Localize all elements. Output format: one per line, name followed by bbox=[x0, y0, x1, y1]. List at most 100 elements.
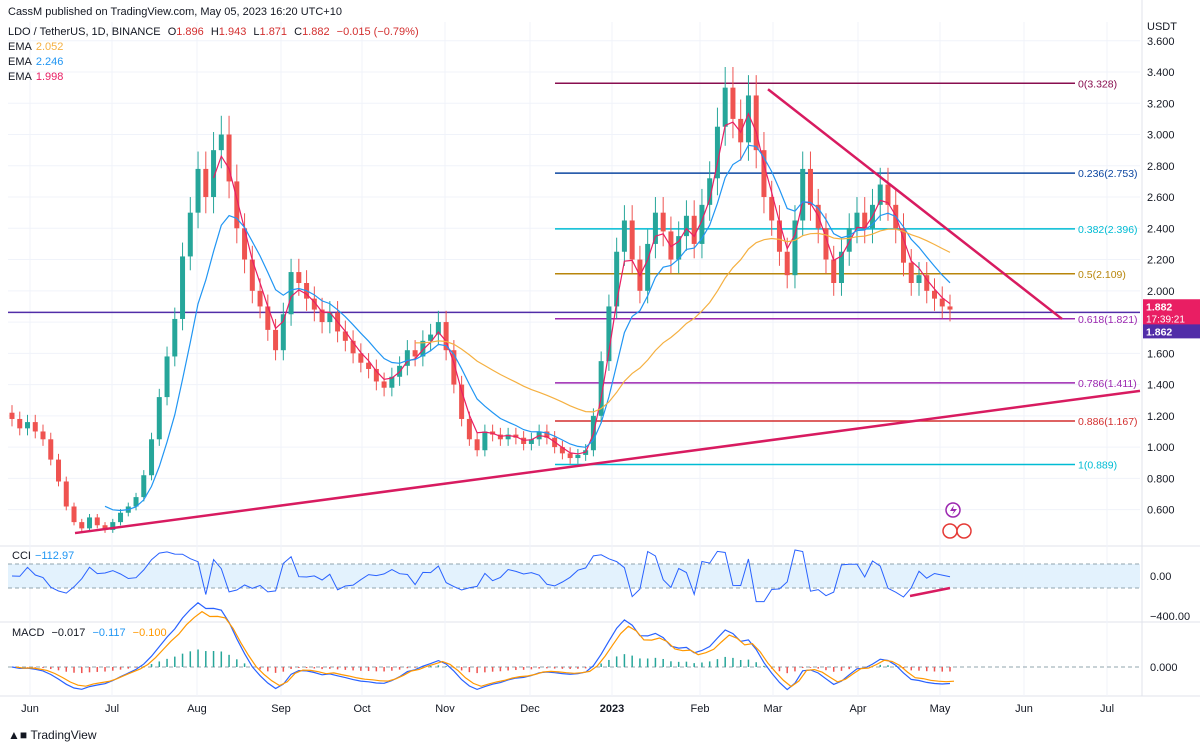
candle-body bbox=[118, 512, 124, 523]
candle-body bbox=[25, 422, 31, 429]
candle-body bbox=[466, 418, 472, 440]
candle-body bbox=[676, 236, 682, 260]
candle-body bbox=[567, 453, 573, 459]
cci-tick-label: −400.00 bbox=[1150, 611, 1190, 623]
candle-body bbox=[738, 118, 744, 143]
candle-body bbox=[598, 361, 604, 416]
candle-body bbox=[156, 397, 162, 440]
candle-body bbox=[900, 228, 906, 263]
ohlc-high-key: H bbox=[210, 26, 219, 38]
x-tick-label: Aug bbox=[187, 703, 207, 715]
ema-legend-2[interactable]: EMA 2.246 bbox=[8, 56, 67, 68]
candle-body bbox=[947, 306, 953, 310]
price-tag bbox=[1143, 324, 1200, 339]
candle-body bbox=[56, 459, 62, 482]
macd-signal-line bbox=[15, 610, 955, 688]
y-tick-label: 0.600 bbox=[1147, 505, 1175, 517]
candle-body bbox=[660, 212, 666, 232]
candle-body bbox=[854, 212, 860, 229]
candle-body bbox=[761, 150, 767, 198]
y-tick-label: 1.000 bbox=[1147, 442, 1175, 454]
fib-level-label: 0.236(2.753) bbox=[1078, 168, 1138, 180]
tv-logo-icon: ▲■ bbox=[8, 728, 28, 742]
ohlc-close-key: C bbox=[294, 26, 303, 38]
candle-body bbox=[862, 212, 868, 229]
ohlc-low-key: L bbox=[253, 26, 260, 38]
ema-label: EMA bbox=[8, 71, 32, 83]
candle-body bbox=[87, 517, 93, 529]
cci-legend[interactable]: CCI −112.97 bbox=[12, 550, 78, 562]
ema-legend-1[interactable]: EMA 2.052 bbox=[8, 41, 67, 53]
candle-body bbox=[730, 87, 736, 119]
macd-legend[interactable]: MACD −0.017 −0.117 −0.100 bbox=[12, 627, 171, 639]
fib-level-label: 1(0.889) bbox=[1078, 459, 1117, 471]
ohlc-change: −0.015 (−0.79%) bbox=[336, 26, 419, 38]
tradingview-logo[interactable]: ▲■ TradingView bbox=[8, 728, 97, 742]
candle-body bbox=[257, 290, 263, 307]
candle-body bbox=[908, 262, 914, 283]
ema-line bbox=[104, 144, 951, 512]
x-tick-label: Jul bbox=[1100, 703, 1114, 715]
descending-trendline bbox=[767, 88, 1063, 320]
ohlc-high: 1.943 bbox=[218, 26, 247, 38]
ema-label: EMA bbox=[8, 56, 32, 68]
candle-body bbox=[621, 220, 627, 252]
price-tag bbox=[1143, 299, 1200, 326]
ema-value: 2.052 bbox=[35, 41, 64, 53]
candle-body bbox=[745, 95, 751, 143]
candle-body bbox=[428, 334, 434, 341]
publish-info: CassM published on TradingView.com, May … bbox=[8, 6, 342, 18]
candle-body bbox=[373, 368, 379, 382]
y-tick-label: 0.800 bbox=[1147, 473, 1175, 485]
y-tick-label: 2.200 bbox=[1147, 255, 1175, 267]
candle-body bbox=[288, 272, 294, 315]
x-tick-label: Jun bbox=[1015, 703, 1033, 715]
ema-legend-3[interactable]: EMA 1.998 bbox=[8, 71, 67, 83]
macd-tick-label: 0.000 bbox=[1150, 662, 1178, 674]
candle-body bbox=[691, 215, 697, 244]
macd-value-hist: −0.017 bbox=[51, 627, 86, 639]
y-tick-label: 1.400 bbox=[1147, 380, 1175, 392]
candle-body bbox=[71, 506, 77, 523]
candle-body bbox=[17, 418, 23, 429]
y-tick-label: 3.400 bbox=[1147, 67, 1175, 79]
ema-line bbox=[415, 228, 951, 413]
cci-label: CCI bbox=[12, 550, 31, 562]
y-tick-label: 3.000 bbox=[1147, 130, 1175, 142]
candle-body bbox=[939, 298, 945, 307]
y-tick-label: 1.200 bbox=[1147, 411, 1175, 423]
x-tick-label: Apr bbox=[849, 703, 866, 715]
candle-body bbox=[164, 356, 170, 398]
candle-body bbox=[792, 220, 798, 276]
flag-icon bbox=[942, 523, 958, 539]
candle-body bbox=[931, 290, 937, 299]
y-tick-label: 2.000 bbox=[1147, 286, 1175, 298]
candle-body bbox=[800, 168, 806, 221]
candle-body bbox=[9, 412, 15, 419]
candle-body bbox=[435, 322, 441, 335]
candle-body bbox=[234, 181, 240, 229]
candle-body bbox=[652, 212, 658, 244]
candle-body bbox=[885, 184, 891, 205]
candle-body bbox=[443, 322, 449, 351]
currency-label: USDT bbox=[1147, 21, 1177, 33]
y-tick-label: 2.800 bbox=[1147, 161, 1175, 173]
y-tick-label: 2.600 bbox=[1147, 192, 1175, 204]
candle-body bbox=[311, 298, 317, 310]
candle-body bbox=[699, 204, 705, 244]
y-tick-label: 2.400 bbox=[1147, 223, 1175, 235]
candle-body bbox=[79, 522, 85, 529]
x-tick-label: Mar bbox=[764, 703, 783, 715]
fib-level-label: 0.618(1.821) bbox=[1078, 314, 1138, 326]
x-tick-label: Dec bbox=[520, 703, 540, 715]
ema-line bbox=[213, 112, 951, 455]
x-tick-label: Nov bbox=[435, 703, 455, 715]
candle-body bbox=[94, 517, 100, 526]
macd-value-macd: −0.117 bbox=[92, 627, 126, 639]
candle-body bbox=[916, 275, 922, 283]
candle-body bbox=[381, 381, 387, 388]
tv-brand-text: TradingView bbox=[30, 728, 97, 742]
candle-body bbox=[559, 447, 565, 454]
x-tick-label: Feb bbox=[691, 703, 710, 715]
